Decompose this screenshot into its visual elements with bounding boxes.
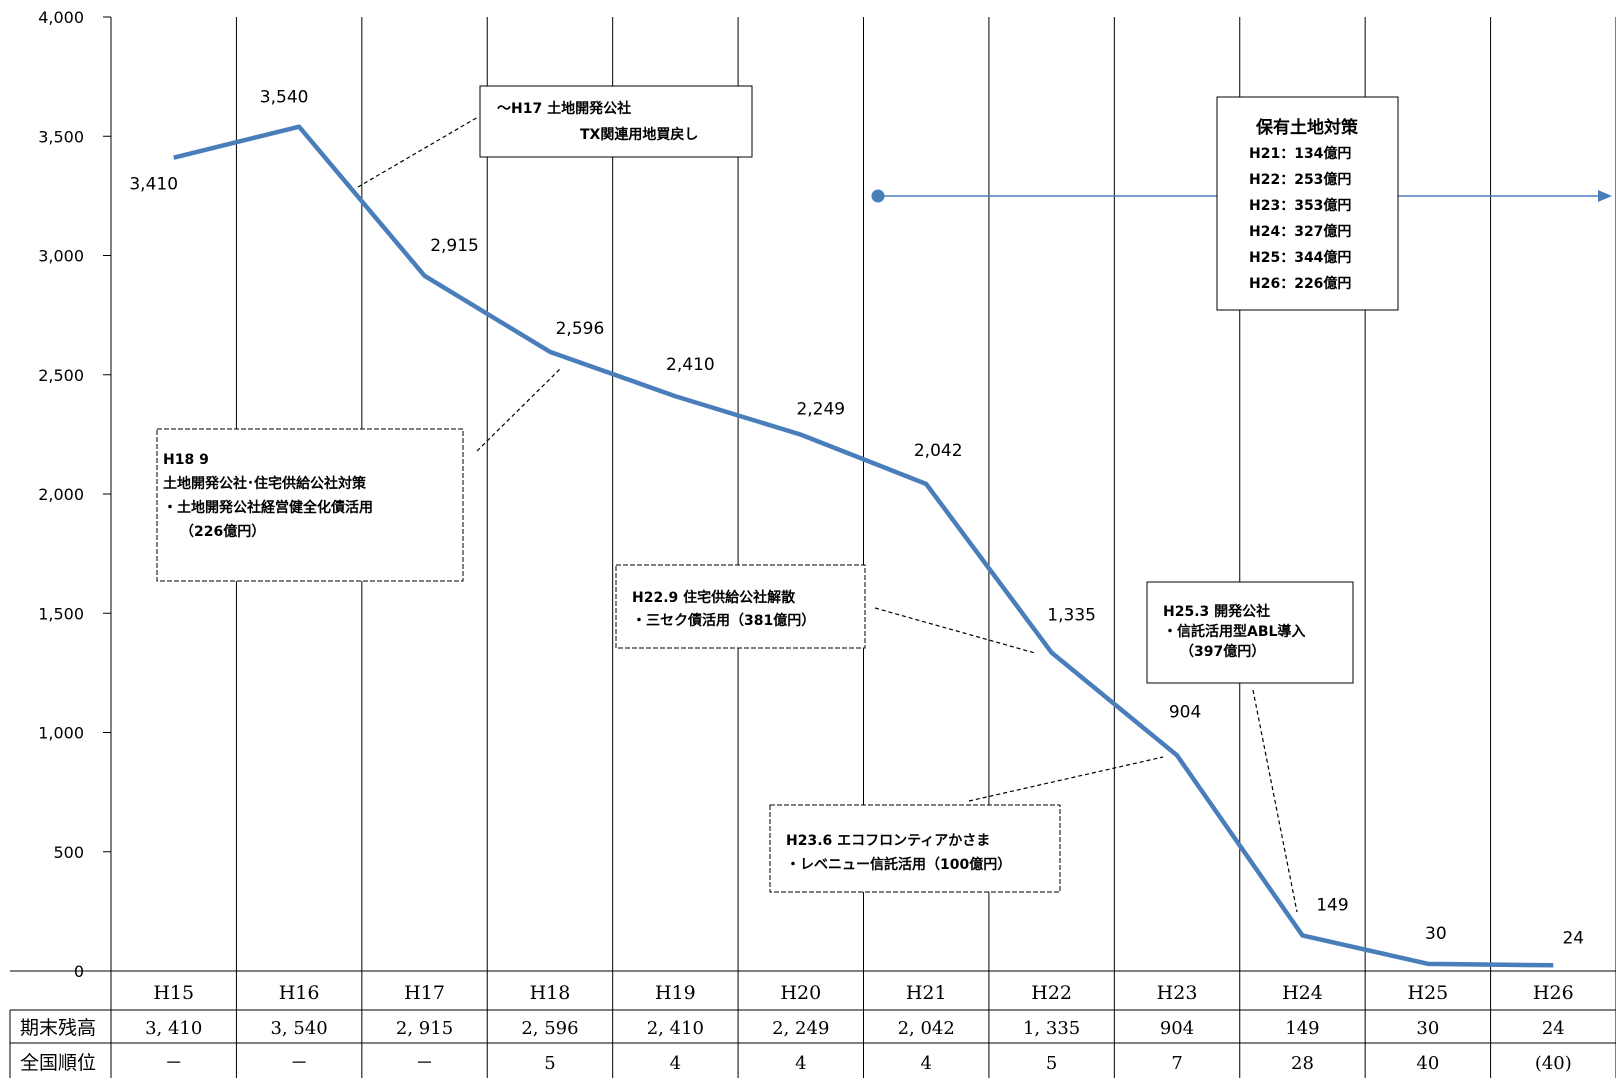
annotation-hoyu-item: H23：353億円 (1249, 197, 1351, 214)
table-cell: 24 (1542, 1018, 1565, 1039)
data-label: 2,915 (430, 236, 479, 256)
x-tick-label: H24 (1282, 982, 1323, 1004)
annotation-h23 (769, 804, 1061, 893)
table-cell: 5 (544, 1053, 555, 1074)
annotation-h22-text: H22.9 住宅供給公社解散 (632, 589, 796, 606)
annotation-h18 (156, 428, 464, 582)
x-tick-label: H17 (404, 982, 445, 1004)
table-cell: (40) (1535, 1053, 1572, 1074)
annotation-h17-text: ～H17 土地開発公社 (497, 100, 631, 117)
x-tick-label: H20 (780, 982, 821, 1004)
x-tick-label: H25 (1408, 982, 1449, 1004)
y-tick-label: 3,500 (38, 127, 84, 146)
y-tick-label: 1,500 (38, 604, 84, 623)
data-labels: 3,410 3,540 2,915 2,596 2,410 2,249 2,042 1,335… (129, 88, 1584, 949)
data-label: 2,410 (666, 355, 715, 375)
table-cell: 4 (795, 1053, 806, 1074)
table-cell: 3, 410 (145, 1018, 202, 1039)
data-label: 904 (1169, 702, 1201, 722)
table-cell: 5 (1046, 1053, 1057, 1074)
annotation-hoyu-item: H22：253億円 (1249, 171, 1351, 188)
table-cell: 7 (1171, 1053, 1182, 1074)
x-tick-label: H16 (279, 982, 320, 1004)
annotation-hoyu-item: H21：134億円 (1249, 145, 1351, 162)
series-line (173, 124, 1554, 968)
arrow-start-dot (871, 189, 885, 203)
x-tick-label: H15 (153, 982, 194, 1004)
data-label: 2,249 (796, 400, 845, 420)
x-tick-label: H18 (530, 982, 571, 1004)
table-cell: 30 (1416, 1018, 1439, 1039)
data-label: 24 (1562, 928, 1584, 948)
leader-line-h18 (476, 367, 562, 452)
x-tick-label: H21 (906, 982, 947, 1004)
annotation-h17 (479, 85, 753, 158)
annotation-h23-text: ・レベニュー信託活用（100億円） (786, 856, 1011, 873)
x-tick-label: H26 (1533, 982, 1574, 1004)
table-cell: 904 (1160, 1018, 1194, 1039)
annotation-h23-text: H23.6 エコフロンティアかさま (786, 833, 990, 849)
table-cell: － (416, 1053, 434, 1074)
annotation-h22 (615, 564, 866, 649)
arrow-head (1598, 190, 1612, 202)
series-line (173, 124, 1554, 968)
x-tick-label: H22 (1031, 982, 1072, 1004)
table-cell: － (290, 1053, 308, 1074)
x-tick-label: H19 (655, 982, 696, 1004)
data-label: 30 (1425, 924, 1447, 944)
y-tick-label: 3,000 (38, 247, 84, 266)
table-cell: 40 (1416, 1053, 1439, 1074)
annotation-h18-text: H18 9 (163, 452, 209, 468)
annotation-h18-text: （226億円） (180, 523, 265, 540)
annotation-h25 (1146, 581, 1354, 684)
table-cell: 1, 335 (1023, 1018, 1080, 1039)
annotation-h18-text: 土地開発公社･住宅供給公社対策 (163, 475, 367, 492)
y-tick-label: 1,000 (38, 724, 84, 743)
table-cell: 4 (920, 1053, 931, 1074)
leader-line-h23 (968, 756, 1164, 802)
table-cell: 2, 915 (396, 1018, 453, 1039)
table-cell: 28 (1291, 1053, 1314, 1074)
data-label: 2,042 (914, 441, 963, 461)
y-tick-label: 4,000 (38, 8, 84, 27)
table-cell: 149 (1285, 1018, 1319, 1039)
x-tick-label: H23 (1157, 982, 1198, 1004)
annotation-h25-text: H25.3 開発公社 (1163, 603, 1270, 620)
table-cell: 3, 540 (270, 1018, 327, 1039)
annotation-h22-text: ・三セク債活用（381億円） (632, 612, 815, 629)
data-label: 2,596 (556, 319, 605, 339)
data-label: 149 (1316, 895, 1348, 915)
table-cell: 2, 042 (898, 1018, 955, 1039)
annotation-h25-text: （397億円） (1180, 643, 1265, 660)
table-row-label: 期末残高 (20, 1017, 96, 1039)
y-tick-label: 2,000 (38, 485, 84, 504)
annotation-hoyu-item: H25：344億円 (1249, 249, 1351, 266)
data-table: H15 H16 H17 H18 H19 H20 H21 H22 H23 H24 H25 H26 期末残高… (20, 982, 1574, 1074)
annotation-hoyu-item: H24：327億円 (1249, 223, 1351, 240)
annotation-hoyu-title: 保有土地対策 (1255, 117, 1359, 138)
table-cell: 2, 596 (521, 1018, 578, 1039)
table-cell: 2, 410 (647, 1018, 704, 1039)
table-row-label: 全国順位 (20, 1052, 96, 1074)
table-cell: 2, 249 (772, 1018, 829, 1039)
table-cell: － (165, 1053, 183, 1074)
leader-line-h22 (874, 607, 1036, 654)
annotation-h25-text: ・信託活用型ABL導入 (1163, 623, 1305, 640)
annotation-hoyu (1216, 96, 1399, 311)
annotation-hoyu-item: H26：226億円 (1249, 275, 1351, 292)
annotations: ～H17 土地開発公社 TX関連用地買戻し H18 9 土地開発公社･住宅供給公社対策… (156, 85, 1612, 913)
annotation-h17-text: TX関連用地買戻し (580, 126, 698, 143)
data-label: 3,540 (260, 88, 309, 108)
y-tick-label: 2,500 (38, 366, 84, 385)
annotation-h18-text: ・土地開発公社経営健全化債活用 (163, 499, 373, 516)
leader-line-h17 (357, 116, 479, 188)
leader-line-h25 (1252, 689, 1298, 913)
table-cell: 4 (670, 1053, 681, 1074)
data-label: 3,410 (129, 175, 178, 195)
y-tick-label: 500 (53, 843, 84, 862)
y-tick-label: 0 (74, 962, 84, 981)
data-label: 1,335 (1047, 606, 1096, 626)
y-axis: 0 500 1,000 1,500 2,000 2,500 3,000 3,500 4,000 (38, 8, 112, 981)
